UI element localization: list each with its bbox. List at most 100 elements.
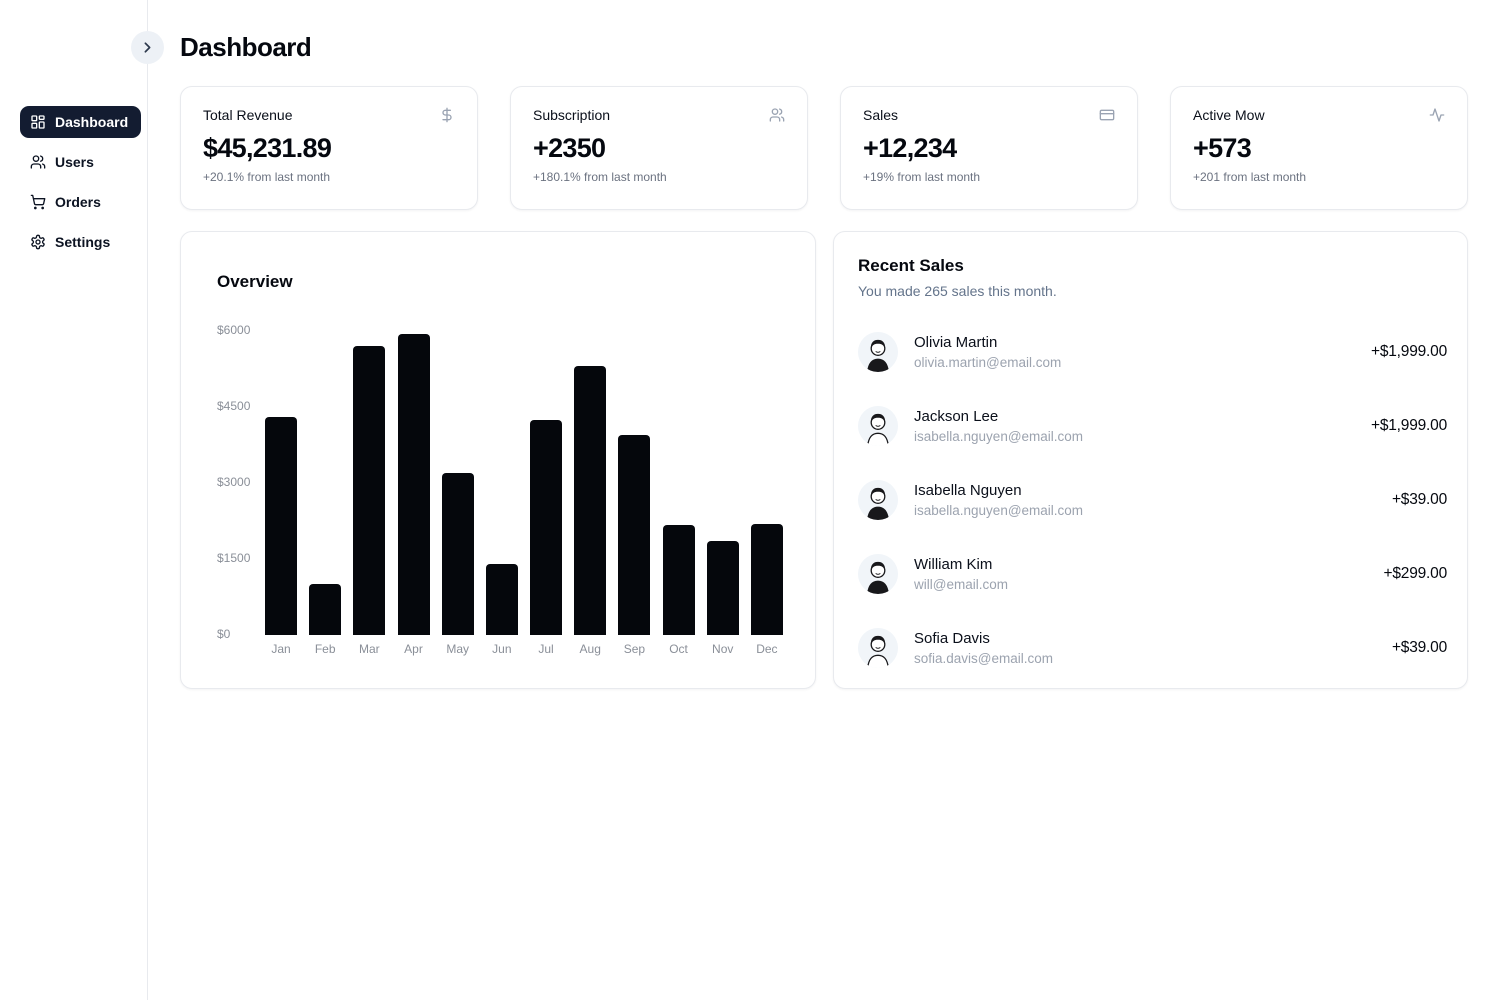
stat-card-subscription: Subscription +2350 +180.1% from last mon… [510, 86, 808, 210]
sale-name: William Kim [914, 556, 993, 573]
list-item: William Kim will@email.com +$299.00 [858, 554, 1447, 594]
list-item: Sofia Davis sofia.davis@email.com +$39.0… [858, 628, 1447, 668]
x-axis-label: Sep [623, 642, 646, 656]
sale-email: olivia.martin@email.com [914, 355, 1062, 370]
recent-sales-subtitle: You made 265 sales this month. [858, 283, 1057, 299]
bar-may: May [441, 331, 474, 656]
sidebar-item-label: Settings [55, 234, 111, 250]
x-axis-label: May [446, 642, 470, 656]
sale-avatar [858, 480, 898, 520]
sale-amount: +$1,999.00 [1370, 343, 1447, 360]
stat-change: +180.1% from last month [533, 169, 667, 184]
stat-change: +201 from last month [1193, 169, 1307, 184]
stat-title: Total Revenue [203, 107, 293, 123]
list-item: Jackson Lee isabella.nguyen@email.com +$… [858, 406, 1447, 446]
bar-aug: Aug [574, 331, 607, 656]
bar-oct: Oct [662, 331, 695, 656]
sidebar-item-settings[interactable]: Settings [20, 226, 141, 258]
stat-title: Sales [863, 107, 899, 123]
x-axis-label: Aug [579, 642, 601, 656]
sidebar-item-dashboard[interactable]: Dashboard [20, 106, 141, 138]
x-axis-label: Nov [712, 642, 734, 656]
recent-sales-title: Recent Sales [858, 256, 964, 275]
main-content: Dashboard Total Revenue $45,231.89 +20.1… [131, 0, 1500, 1000]
page-title: Dashboard [180, 32, 312, 62]
x-axis-label: Jun [492, 642, 512, 656]
users-icon [769, 107, 785, 123]
sale-email: isabella.nguyen@email.com [914, 429, 1084, 444]
sale-avatar [858, 628, 898, 668]
recent-sales-card: Recent Sales You made 265 sales this mon… [833, 231, 1468, 689]
y-axis-tick: $1500 [217, 551, 251, 565]
sidebar-item-orders[interactable]: Orders [20, 186, 141, 218]
stat-card-total-revenue: Total Revenue $45,231.89 +20.1% from las… [180, 86, 478, 210]
sale-email: sofia.davis@email.com [914, 651, 1054, 666]
credit-card-icon [1099, 107, 1115, 123]
sale-amount: +$299.00 [1383, 565, 1448, 582]
sale-amount: +$39.00 [1391, 639, 1447, 656]
stat-card-active-now: Active Mow +573 +201 from last month [1170, 86, 1468, 210]
chevron-right-icon [139, 39, 156, 56]
sale-name: Sofia Davis [914, 630, 990, 647]
y-axis-tick: $6000 [217, 323, 251, 337]
chart-title: Overview [217, 272, 293, 291]
bar-plot: Jan Feb Mar Apr May Jun Jul Aug Sep Oct Nov Dec [263, 331, 785, 656]
stat-card-sales: Sales +12,234 +19% from last month [840, 86, 1138, 210]
sidebar-item-users[interactable]: Users [20, 146, 141, 178]
x-axis-label: Mar [359, 642, 380, 656]
bar-mar: Mar [353, 331, 386, 656]
y-axis-tick: $0 [217, 627, 231, 641]
sale-name: Olivia Martin [914, 334, 998, 351]
x-axis-label: Dec [756, 642, 778, 656]
sidebar-nav: Dashboard Users Orders Settings [20, 106, 141, 258]
sale-amount: +$39.00 [1391, 491, 1447, 508]
bar-feb: Feb [309, 331, 342, 656]
x-axis-label: Jul [538, 642, 554, 656]
stat-value: $45,231.89 [203, 133, 332, 163]
stat-change: +19% from last month [863, 169, 981, 184]
stat-value: +2350 [533, 133, 606, 163]
bar-nov: Nov [706, 331, 739, 656]
chart-y-axis: $6000 $4500 $3000 $1500 $0 [217, 323, 263, 641]
sidebar-collapse-button[interactable] [131, 31, 164, 64]
overview-card: Overview $6000 $4500 $3000 $1500 $0 Jan Feb Ma… [180, 231, 816, 689]
x-axis-label: Feb [314, 642, 336, 656]
sale-avatar [858, 332, 898, 372]
dollar-icon [439, 107, 455, 123]
stat-value: +12,234 [863, 133, 957, 163]
stat-title: Active Mow [1193, 107, 1265, 123]
x-axis-label: Oct [669, 642, 688, 656]
stat-change: +20.1% from last month [203, 169, 331, 184]
sidebar: Dashboard Users Orders Settings [0, 0, 148, 1000]
x-axis-label: Apr [404, 642, 423, 656]
stat-title: Subscription [533, 107, 611, 123]
sale-email: isabella.nguyen@email.com [914, 503, 1084, 518]
sale-email: will@email.com [914, 577, 1008, 592]
sale-avatar [858, 554, 898, 594]
sale-name: Jackson Lee [914, 408, 999, 425]
sidebar-item-label: Orders [55, 194, 101, 210]
sale-amount: +$1,999.00 [1370, 417, 1447, 434]
y-axis-tick: $4500 [217, 399, 251, 413]
x-axis-label: Jan [271, 642, 291, 656]
bar-jun: Jun [485, 331, 518, 656]
bar-jan: Jan [265, 331, 297, 656]
bar-chart: $6000 $4500 $3000 $1500 $0 Jan Feb Mar Apr May Ju… [217, 323, 785, 656]
content-row: Overview $6000 $4500 $3000 $1500 $0 Jan Feb Ma… [180, 231, 1468, 689]
sidebar-item-label: Dashboard [55, 114, 129, 130]
recent-sales-list: Olivia Martin olivia.martin@email.com +$… [858, 332, 1447, 668]
sidebar-item-label: Users [55, 154, 94, 170]
gear-icon [30, 234, 46, 250]
dashboard-grid-icon [30, 114, 46, 130]
sale-name: Isabella Nguyen [914, 482, 1022, 499]
stats-row: Total Revenue $45,231.89 +20.1% from las… [180, 86, 1468, 210]
list-item: Isabella Nguyen isabella.nguyen@email.co… [858, 480, 1447, 520]
bar-jul: Jul [530, 331, 563, 656]
stat-value: +573 [1193, 133, 1252, 163]
activity-icon [1429, 107, 1445, 123]
shopping-cart-icon [30, 194, 46, 210]
list-item: Olivia Martin olivia.martin@email.com +$… [858, 332, 1447, 372]
sale-avatar [858, 406, 898, 446]
y-axis-tick: $3000 [217, 475, 251, 489]
users-icon [30, 154, 46, 170]
